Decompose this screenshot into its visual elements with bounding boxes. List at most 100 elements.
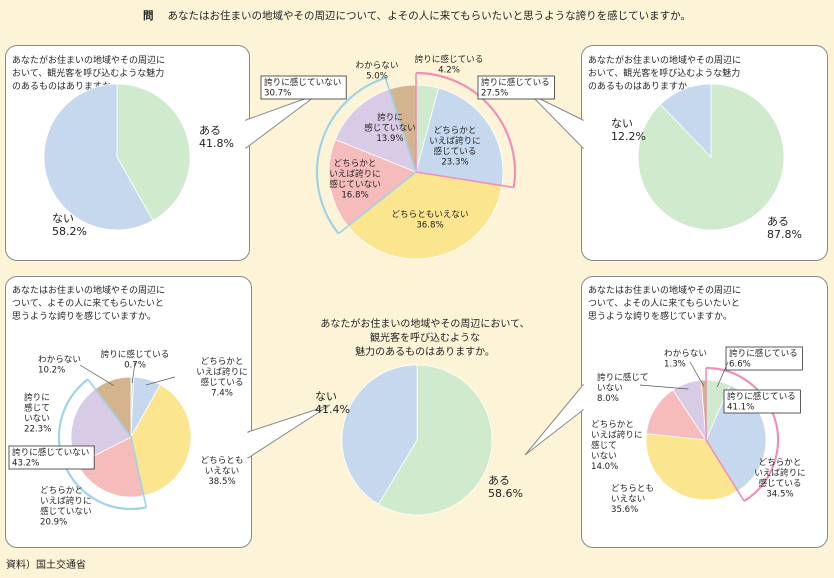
pie-2-slice-2 (43, 83, 154, 231)
p1-kanjinai-line-2: 感じていない (364, 122, 416, 134)
question-title: 問 あなたはお住まいの地域やその周辺について、よその人に来てもらいたいと思うような… (0, 8, 834, 23)
pie-1-slice-3 (347, 171, 503, 260)
p4-dochira-kanjiru-line-4: 7.4% (211, 389, 233, 399)
question-mark: 問 (143, 10, 154, 22)
p2-nai-line-2: 58.2% (52, 225, 87, 238)
pie-6-slice-4 (645, 389, 707, 441)
p4-kanjinai-line-4: 22.3% (24, 425, 51, 435)
p1-dochira-mo-line-2: 36.8% (416, 221, 443, 231)
p4-dochira-kanjiru-line-3: 感じている (201, 376, 244, 388)
p4-dochira-kanjiru-line-2: いえば誇りに (196, 366, 248, 378)
p4-group-not-proud-line-2: 43.2% (12, 459, 39, 469)
p6-group-proud-box (723, 389, 801, 414)
bubble-tail-0 (245, 93, 319, 149)
p1-group-proud-line-2: 27.5% (481, 89, 508, 99)
p1-hokori-line-2: 4.2% (438, 66, 460, 76)
p6-dochira-mo-line-1: どちらとも (611, 483, 654, 494)
p6-kanjinai-line-2: いない (597, 383, 623, 394)
p6-group-proud-line-1: 誇りに感じている (727, 390, 796, 402)
p3-aru-line-2: 87.8% (767, 228, 802, 241)
p6-dochira-mo-line-3: 35.6% (611, 505, 638, 515)
p1-group-not-proud-line-1: 誇りに感じていない (264, 76, 341, 88)
p1-group-not-proud-line-2: 30.7% (264, 89, 291, 99)
p4-kanjinai-line-3: いない (24, 413, 50, 424)
p4-dochira-kanjinai-line-2: いえば誇りに (40, 495, 92, 507)
p6-dochira-kanjinai-line-4: いない (591, 451, 617, 462)
p6-dochira-kanjinai-line-3: 感じて (591, 439, 617, 451)
p2-aru-line-1: ある (199, 124, 221, 137)
panel-bottom-right-question: あなたはお住まいの地域やその周辺に ついて、よその人に来てもらいたいと 思うよう… (588, 286, 742, 322)
pie-1-not-proud-arc-edge-0 (338, 171, 417, 235)
p3-nai-line-1: ない (611, 117, 633, 130)
question-text: あなたはお住まいの地域やその周辺について、よその人に来てもらいたいと思うような誇… (167, 10, 691, 22)
p4-wakaranai-line-2: 10.2% (38, 366, 65, 376)
bubble-tail-3 (524, 383, 584, 456)
p3-nai-line-2: 12.2% (611, 130, 646, 143)
p3-aru-line-1: ある (767, 215, 789, 228)
pie-4-slice-3 (130, 384, 192, 497)
p4-group-not-proud-line-1: 誇りに感じていない (12, 446, 89, 458)
p4-dochira-kanjiru-leader (145, 376, 176, 386)
source-note: 資料）国土交通省 (6, 560, 86, 571)
pie-5-slice-1 (377, 364, 493, 516)
pie-6-proud-arc (705, 366, 780, 502)
p6-dochira-kanjinai-line-2: いえば誇りに (591, 429, 643, 441)
p5-aru-line-2: 58.6% (488, 487, 523, 500)
pie-4-not-proud-arc-edge-0 (130, 436, 148, 508)
p5-nai-line-2: 41.4% (315, 403, 350, 416)
p4-hokori-leader (131, 361, 136, 384)
p6-group-proud-line-2: 41.1% (727, 403, 754, 413)
pie-1-proud-arc (415, 71, 517, 188)
p1-dochira-kanjinai-line-2: いえば誇りに (329, 168, 381, 180)
pie-1-proud-arc-edge-1 (415, 171, 514, 189)
p4-kanjinai-line-1: 誇りに (24, 391, 50, 403)
p4-dochira-mo-line-3: 38.5% (208, 477, 235, 487)
pie-1-slice-4 (328, 138, 417, 227)
p1-dochira-kanjinai-line-4: 16.8% (341, 191, 368, 201)
p5-aru-line-1: ある (488, 474, 510, 487)
p4-dochira-kanjinai-line-3: 感じていない (40, 505, 92, 517)
p6-kanjinai-line-3: 8.0% (597, 394, 619, 404)
p1-dochira-kanjiru-line-1: どちらかと (434, 125, 477, 136)
p1-kanjinai-line-1: 誇りに (377, 111, 403, 123)
pie-4-not-proud-arc-edge-1 (87, 378, 132, 438)
p6-kanjinai-leader (639, 384, 689, 390)
pie-3-slice-2 (659, 83, 712, 158)
pie-1-not-proud-arc-edge-1 (384, 77, 417, 173)
p4-dochira-mo-line-1: どちらとも (201, 455, 244, 466)
p6-wakaranai-line-2: 1.3% (664, 360, 686, 370)
p5-nai-line-1: ない (315, 390, 337, 403)
p6-dochira-kanjinai-line-1: どちらかと (591, 419, 634, 430)
p1-wakaranai-line-1: わからない (356, 60, 399, 71)
panel-top-right-question: あなたがお住まいの地域やその周辺に おいて、観光客を呼び込むような魅力 のあるも… (588, 56, 742, 92)
p1-group-proud-box (477, 75, 555, 100)
slice-labels: わからない5.0%誇りに感じている4.2%どちらかといえば誇りに感じている23.… (8, 53, 806, 528)
p6-hokori-leader (716, 361, 729, 388)
speech-bubble-tails (244, 93, 585, 459)
bubble-tail-1 (529, 93, 584, 150)
center-question: あなたがお住まいの地域やその周辺において、 観光客を呼び込むような 魅力のあるも… (320, 319, 530, 358)
p1-wakaranai-line-2: 5.0% (366, 72, 388, 82)
panel-bottom-left-question: あなたはお住まいの地域やその周辺に ついて、よその人に来てもらいたいと 思うよう… (12, 286, 166, 322)
p2-nai-line-1: ない (52, 212, 74, 225)
